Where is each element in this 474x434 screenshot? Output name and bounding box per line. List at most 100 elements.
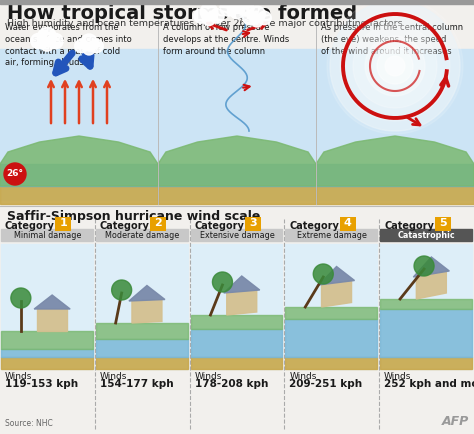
- Text: Winds: Winds: [290, 372, 317, 381]
- Bar: [0, 206, 474, 434]
- Circle shape: [210, 9, 224, 23]
- Circle shape: [327, 0, 463, 134]
- Text: A column of low pressure
develops at the centre. Winds
form around the column: A column of low pressure develops at the…: [163, 23, 289, 56]
- Bar: [380, 309, 472, 357]
- Text: 154-177 kph: 154-177 kph: [100, 379, 173, 389]
- Text: As pressure in the central column
(the eye) weakens, the speed
of the wind aroun: As pressure in the central column (the e…: [321, 23, 463, 56]
- Circle shape: [75, 39, 88, 53]
- Text: Moderate damage: Moderate damage: [105, 230, 179, 240]
- Text: High humidity and ocean temperatures of over 26°C are major contributing factors: High humidity and ocean temperatures of …: [7, 19, 402, 28]
- Circle shape: [414, 256, 434, 276]
- Circle shape: [330, 1, 460, 131]
- Bar: [96, 244, 188, 369]
- Text: Extreme damage: Extreme damage: [297, 230, 367, 240]
- Text: Category: Category: [290, 221, 339, 231]
- Circle shape: [200, 3, 218, 21]
- Text: Minimal damage: Minimal damage: [14, 230, 81, 240]
- Bar: [380, 244, 472, 369]
- Bar: [0, 0, 474, 4]
- Polygon shape: [129, 286, 165, 301]
- Bar: [0, 0, 474, 49]
- Bar: [285, 244, 377, 369]
- Polygon shape: [413, 257, 449, 277]
- Circle shape: [365, 36, 425, 96]
- Circle shape: [48, 33, 63, 49]
- Text: 178-208 kph: 178-208 kph: [195, 379, 268, 389]
- Bar: [0, 201, 474, 209]
- Polygon shape: [37, 309, 67, 331]
- Bar: [316, 49, 474, 204]
- Text: 119-153 kph: 119-153 kph: [5, 379, 78, 389]
- Circle shape: [202, 13, 215, 26]
- Circle shape: [11, 288, 31, 308]
- Circle shape: [238, 0, 254, 16]
- Text: 5: 5: [439, 218, 447, 228]
- Bar: [191, 244, 283, 369]
- Bar: [191, 229, 283, 241]
- Bar: [0, 164, 158, 186]
- Circle shape: [212, 272, 232, 292]
- Text: Water evaporates from the
ocean surface and comes into
contact with a mass of co: Water evaporates from the ocean surface …: [5, 23, 132, 67]
- Bar: [1, 357, 93, 369]
- Bar: [158, 49, 316, 204]
- Text: 209-251 kph: 209-251 kph: [290, 379, 363, 389]
- Text: 3: 3: [249, 218, 257, 228]
- Bar: [191, 357, 283, 369]
- Circle shape: [243, 11, 256, 25]
- Circle shape: [227, 0, 247, 13]
- Bar: [380, 357, 472, 369]
- Circle shape: [249, 6, 265, 23]
- Bar: [285, 229, 377, 241]
- Polygon shape: [224, 276, 260, 293]
- FancyBboxPatch shape: [340, 217, 356, 230]
- Text: Winds: Winds: [195, 372, 222, 381]
- Bar: [380, 229, 472, 241]
- Bar: [0, 49, 158, 204]
- Circle shape: [377, 48, 413, 84]
- Bar: [158, 164, 316, 186]
- Circle shape: [220, 0, 236, 16]
- Circle shape: [31, 33, 46, 49]
- Text: How tropical storms are formed: How tropical storms are formed: [7, 4, 357, 23]
- Polygon shape: [227, 290, 257, 315]
- Text: Category: Category: [100, 221, 150, 231]
- Circle shape: [385, 56, 405, 76]
- Text: Category: Category: [195, 221, 245, 231]
- FancyBboxPatch shape: [55, 217, 72, 230]
- Circle shape: [251, 15, 263, 27]
- Polygon shape: [416, 271, 447, 299]
- Bar: [158, 186, 316, 204]
- Polygon shape: [321, 280, 352, 307]
- Circle shape: [112, 280, 132, 300]
- Bar: [1, 244, 93, 369]
- Polygon shape: [132, 299, 162, 323]
- Bar: [1, 331, 93, 349]
- Circle shape: [40, 38, 54, 51]
- Bar: [96, 357, 188, 369]
- Text: 26°: 26°: [7, 170, 24, 178]
- Bar: [96, 229, 188, 241]
- Text: Extensive damage: Extensive damage: [200, 230, 274, 240]
- Bar: [0, 186, 158, 204]
- Bar: [285, 319, 377, 357]
- Text: Winds: Winds: [5, 372, 32, 381]
- Circle shape: [90, 39, 103, 53]
- Circle shape: [4, 163, 26, 185]
- Bar: [316, 164, 474, 186]
- FancyBboxPatch shape: [435, 217, 451, 230]
- Bar: [96, 323, 188, 339]
- Circle shape: [258, 11, 271, 25]
- Text: 4: 4: [344, 218, 352, 228]
- Text: 1: 1: [60, 218, 67, 228]
- Text: Winds: Winds: [100, 372, 127, 381]
- Bar: [96, 339, 188, 357]
- Bar: [1, 229, 93, 241]
- FancyBboxPatch shape: [150, 217, 166, 230]
- Text: Winds: Winds: [384, 372, 411, 381]
- Circle shape: [194, 9, 208, 23]
- Circle shape: [37, 27, 56, 46]
- Polygon shape: [316, 136, 474, 186]
- Text: 2: 2: [155, 218, 162, 228]
- Text: Category: Category: [5, 221, 55, 231]
- Bar: [1, 349, 93, 357]
